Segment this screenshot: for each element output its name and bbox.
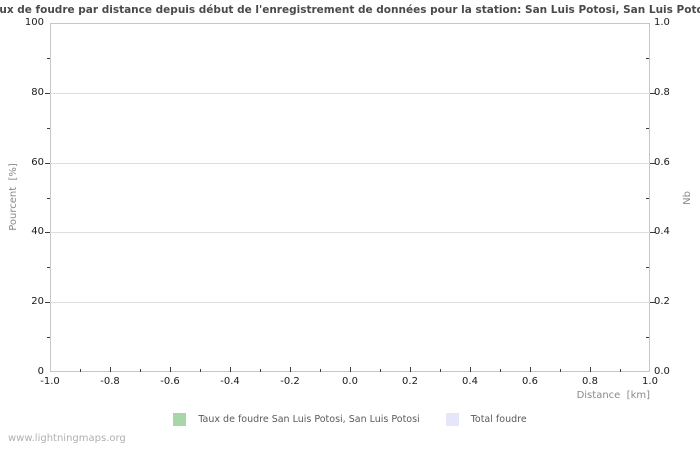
x-tick-label: -0.2	[280, 376, 300, 387]
legend-item: Total foudre	[445, 412, 527, 426]
chart-title: Taux de foudre par distance depuis début…	[0, 4, 700, 16]
y-right-tick-label: 0.2	[654, 296, 670, 308]
gridline	[50, 92, 650, 94]
y-right-tick-label: 0.0	[654, 366, 670, 377]
y-right-tick-label: 0.6	[654, 156, 670, 168]
x-minor-tick	[260, 369, 261, 372]
y-right-tick-label: 1.0	[654, 17, 670, 28]
x-tick-label: -0.4	[220, 376, 240, 387]
y-left-minor-tick	[47, 57, 50, 59]
x-minor-tick	[80, 369, 81, 372]
y-left-tick-label: 60	[31, 156, 44, 168]
legend-swatch-total-foudre	[445, 412, 459, 426]
x-minor-tick	[140, 369, 141, 372]
y-right-major-tick	[650, 162, 655, 164]
legend-swatch-taux-de-foudre	[173, 412, 187, 426]
y-left-tick-label: 20	[31, 296, 44, 308]
y-right-minor-tick	[646, 57, 649, 59]
y-left-tick-label: 0	[37, 366, 44, 377]
x-major-tick	[530, 367, 531, 372]
y-right-major-tick	[650, 302, 655, 304]
x-tick-label: 0.8	[582, 376, 598, 387]
gridline	[50, 302, 650, 304]
legend-label: Taux de foudre San Luis Potosi, San Luis…	[198, 413, 420, 425]
y-right-tick-label: 0.4	[654, 226, 670, 238]
gridline	[50, 162, 650, 164]
plot-area	[50, 23, 650, 372]
x-minor-tick	[320, 369, 321, 372]
x-major-tick	[170, 367, 171, 372]
x-major-tick	[350, 367, 351, 372]
x-tick-label: 0.2	[402, 376, 418, 387]
x-major-tick	[110, 367, 111, 372]
y-right-minor-tick	[646, 127, 649, 129]
x-tick-label: 0.6	[522, 376, 538, 387]
y-axis-label-right: Nb	[682, 191, 693, 205]
x-major-tick	[230, 367, 231, 372]
y-left-major-tick	[45, 162, 50, 164]
x-minor-tick	[380, 369, 381, 372]
y-left-minor-tick	[47, 197, 50, 199]
x-major-tick	[590, 367, 591, 372]
y-left-minor-tick	[47, 127, 50, 129]
y-left-major-tick	[45, 232, 50, 234]
x-minor-tick	[200, 369, 201, 372]
watermark: www.lightningmaps.org	[8, 433, 126, 444]
y-left-tick-label: 100	[24, 17, 44, 28]
x-minor-tick	[560, 369, 561, 372]
y-right-minor-tick	[646, 197, 649, 199]
x-minor-tick	[620, 369, 621, 372]
y-axis-label-left: Pourcent [%]	[8, 163, 19, 231]
y-right-major-tick	[650, 232, 655, 234]
y-right-minor-tick	[646, 267, 649, 269]
x-major-tick	[470, 367, 471, 372]
x-axis-label: Distance [km]	[576, 390, 650, 401]
x-major-tick	[410, 367, 411, 372]
y-left-minor-tick	[47, 267, 50, 269]
x-tick-label: 1.0	[642, 376, 658, 387]
y-left-major-tick	[45, 302, 50, 304]
legend: Taux de foudre San Luis Potosi, San Luis…	[0, 409, 700, 429]
legend-item: Taux de foudre San Luis Potosi, San Luis…	[173, 412, 420, 426]
y-left-minor-tick	[47, 337, 50, 339]
x-tick-label: -0.6	[160, 376, 180, 387]
x-tick-label: 0.0	[342, 376, 358, 387]
legend-label: Total foudre	[470, 413, 527, 425]
gridline	[50, 232, 650, 234]
x-tick-label: -1.0	[40, 376, 60, 387]
y-right-tick-label: 0.8	[654, 86, 670, 98]
y-right-minor-tick	[646, 337, 649, 339]
x-tick-label: 0.4	[462, 376, 478, 387]
y-left-tick-label: 80	[31, 86, 44, 98]
y-right-major-tick	[650, 92, 655, 94]
x-minor-tick	[500, 369, 501, 372]
y-left-major-tick	[45, 92, 50, 94]
x-tick-label: -0.8	[100, 376, 120, 387]
y-left-tick-label: 40	[31, 226, 44, 238]
x-minor-tick	[440, 369, 441, 372]
x-major-tick	[290, 367, 291, 372]
